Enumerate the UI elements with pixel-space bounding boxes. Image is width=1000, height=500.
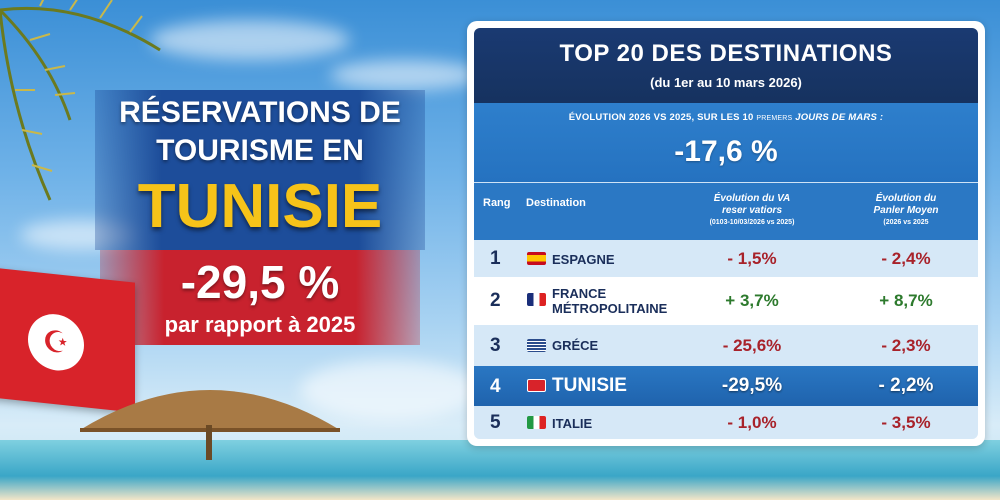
col-va-line1: Évolution du VA [713,193,791,204]
table-row: 5 ITALIE - 1,0% - 3,5% [474,406,978,439]
row-rank: 3 [490,335,501,356]
change-banner [100,250,420,345]
row-destination-line2: MÉTROPOLITAINE [552,301,668,316]
table-row-highlighted: 4 TUNISIE -29,5% - 2,2% [474,366,978,406]
overall-evolution: ÉVOLUTION 2026 VS 2025, SUR LES 10 PREME… [474,103,978,183]
row-va: - 25,6% [722,336,782,355]
cloud [300,360,480,420]
row-destination: ITALIE [552,416,593,431]
col-destination: Destination [526,197,586,209]
row-va: + 3,7% [725,291,779,310]
row-va: -29,5% [721,375,783,396]
col-rank: Rang [483,197,511,209]
row-pm: - 2,3% [881,336,931,355]
palm-leaves-icon [0,0,161,201]
greece-flag-icon [527,339,546,352]
row-destination: GRÉCE [552,338,599,353]
col-pm-line2: Panler Moyen [873,205,939,216]
sea-background [0,440,1000,500]
panel-header: TOP 20 DES DESTINATIONS (du 1er au 10 ma… [474,28,978,103]
headline-country: TUNISIE [137,172,383,241]
table-header: Rang Destination Évolution du VA reser v… [474,183,978,240]
headline-line1: RÉSERVATIONS DE [119,96,401,129]
headline-change: -29,5 % [180,256,340,308]
row-destination: TUNISIE [552,375,627,396]
panel-title: TOP 20 DES DESTINATIONS [559,40,893,67]
row-rank: 2 [490,290,501,311]
row-pm: + 8,7% [879,291,933,310]
col-pm-line1: Évolution du [875,193,937,204]
cloud [330,60,480,90]
row-pm: - 3,5% [881,413,931,432]
row-va: - 1,0% [727,413,777,432]
row-rank: 1 [490,248,501,269]
col-pm-line3: (2026 vs 2025 [883,219,929,226]
cloud [150,20,350,60]
title-banner [95,90,425,250]
row-destination: ESPAGNE [552,252,615,267]
tunisia-flag-icon [527,379,546,392]
table-row: 1 ESPAGNE - 1,5% - 2,4% [474,240,978,277]
panel-period: (du 1er au 10 mars 2026) [650,75,802,90]
col-pm: Évolution du Panler Moyen (2026 vs 2025 [846,193,966,229]
row-pm: - 2,2% [878,375,934,396]
row-rank: 5 [490,412,501,433]
evolution-label-small: PREMERS [756,115,793,122]
italy-flag-icon [527,416,546,429]
france-flag-icon [527,293,546,306]
table-row: 2 FRANCE MÉTROPOLITAINE + 3,7% + 8,7% [474,277,978,325]
table-row: 3 GRÉCE - 25,6% - 2,3% [474,325,978,366]
headline-change-caption: par rapport à 2025 [164,312,356,337]
row-va: - 1,5% [727,249,777,268]
row-pm: - 2,4% [881,249,931,268]
col-va: Évolution du VA reser vatiors (0103-10/0… [682,193,822,229]
top-destinations-panel: TOP 20 DES DESTINATIONS (du 1er au 10 ma… [467,21,985,446]
beach-umbrella-icon [80,390,340,460]
spain-flag-icon [527,252,546,265]
col-va-line3: (0103-10/03/2026 vs 2025) [709,219,795,226]
row-rank: 4 [490,376,501,397]
evolution-value: -17,6 % [674,135,778,168]
col-va-line2: reser vatiors [721,205,783,216]
evolution-label-end: JOURS DE MARS : [795,112,884,123]
row-destination: FRANCE [552,286,607,301]
evolution-label: ÉVOLUTION 2026 VS 2025, SUR LES 10 [568,112,754,123]
headline-line2: TOURISME EN [156,134,364,167]
